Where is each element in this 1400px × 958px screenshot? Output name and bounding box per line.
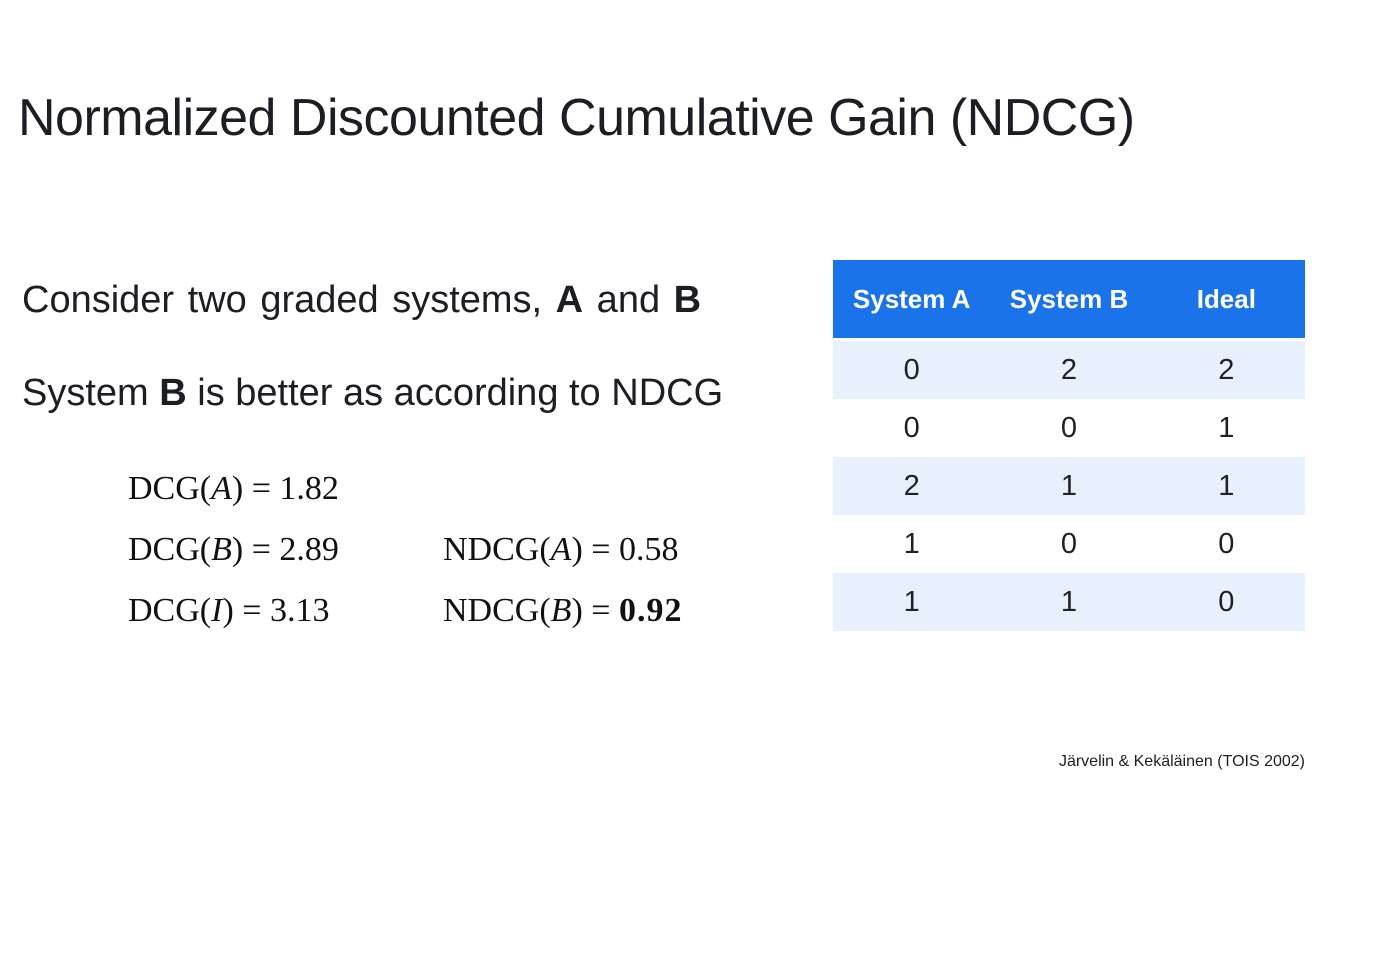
- table-cell: 1: [903, 585, 920, 618]
- formula-variable: A: [550, 531, 572, 568]
- table-cell: 2: [1060, 353, 1078, 386]
- formula-value: 3.13: [269, 592, 330, 629]
- table-row: 1 0 0: [833, 515, 1305, 573]
- formula-ndcg-a: NDCG(A) = 0.58: [443, 531, 678, 569]
- slide-title: Normalized Discounted Cumulative Gain (N…: [18, 89, 1135, 147]
- table-cell: 2: [1218, 353, 1235, 386]
- formula-value: 0.58: [618, 531, 679, 568]
- table-cell: 1: [903, 527, 920, 560]
- body-line1-mid: and: [583, 279, 674, 321]
- table-cell: 0: [1218, 585, 1235, 618]
- body-line1-pre: Consider two graded systems,: [22, 279, 556, 321]
- table-cell: 1: [1060, 469, 1078, 502]
- table-row: 0 0 1: [833, 399, 1305, 457]
- body-line2-post: is better as according to NDCG: [186, 372, 724, 414]
- table-cell: 0: [1060, 411, 1078, 444]
- formula-variable: B: [211, 531, 232, 568]
- formula-text: DCG(: [128, 531, 212, 568]
- body-text-line-2: System B is better as according to NDCG: [22, 372, 723, 415]
- table-cell: 0: [903, 353, 920, 386]
- table-header-system-a: System A: [852, 283, 971, 314]
- table-cell: 1: [1060, 585, 1078, 618]
- formula-variable: A: [211, 470, 232, 507]
- formula-value-highlight: 0.92: [618, 592, 683, 629]
- formula-value: 1.82: [279, 470, 339, 507]
- formula-variable: B: [550, 592, 572, 629]
- formula-text: ) =: [231, 531, 280, 568]
- table-cell: 0: [903, 411, 920, 444]
- body-line2-pre: System: [22, 372, 160, 414]
- formula-dcg-a: DCG(A) = 1.82: [128, 470, 339, 508]
- formula-text: DCG(: [128, 592, 212, 629]
- formula-dcg-i: DCG(I) = 3.13: [128, 592, 329, 630]
- formula-text: DCG(: [128, 470, 212, 507]
- formula-ndcg-b: NDCG(B) = 0.92: [443, 592, 682, 630]
- formula-text: ) =: [571, 592, 619, 629]
- table-cell: 0: [1218, 527, 1235, 560]
- formula-text: ) =: [571, 531, 619, 568]
- body-line1-bold-b: B: [673, 279, 702, 321]
- formula-dcg-b: DCG(B) = 2.89: [128, 531, 339, 569]
- citation: Järvelin & Kekäläinen (TOIS 2002): [1058, 753, 1305, 770]
- formula-text: ) =: [222, 592, 270, 629]
- table-header-system-b: System B: [1009, 283, 1129, 314]
- body-line2-bold-b: B: [159, 372, 187, 414]
- formula-variable: I: [211, 592, 223, 629]
- body-text-line-1: Consider two graded systems, A and B: [22, 279, 701, 322]
- table-row: 0 2 2: [833, 341, 1305, 399]
- formula-text: NDCG(: [443, 531, 551, 568]
- formula-text: ) =: [231, 470, 280, 507]
- table-cell: 1: [1218, 411, 1235, 444]
- formula-value: 2.89: [279, 531, 339, 568]
- table-row: 1 1 0: [833, 573, 1305, 631]
- body-line1-bold-a: A: [555, 279, 584, 321]
- formula-text: NDCG(: [443, 592, 551, 629]
- table-header-row: System A System B Ideal: [833, 260, 1305, 338]
- table-row: 2 1 1: [833, 457, 1305, 515]
- table-cell: 1: [1218, 469, 1235, 502]
- table-header-ideal: Ideal: [1196, 283, 1256, 314]
- table-cell: 2: [903, 469, 920, 502]
- relevance-table: System A System B Ideal 0 2 2 0 0 1 2 1 …: [833, 260, 1305, 631]
- table-cell: 0: [1060, 527, 1078, 560]
